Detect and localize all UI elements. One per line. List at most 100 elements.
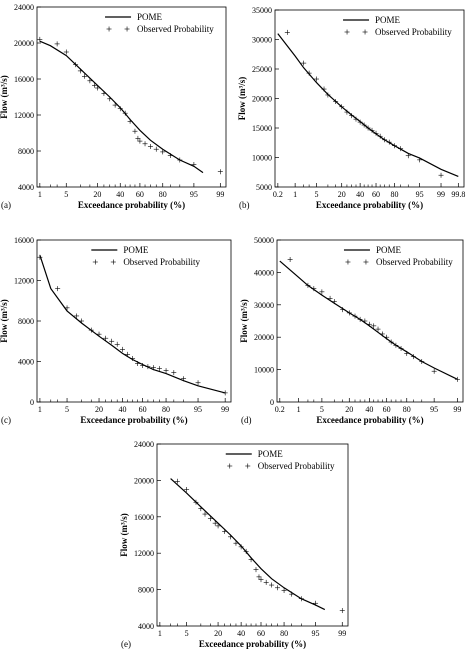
observed-point	[438, 172, 444, 178]
observed-point	[135, 361, 141, 367]
x-tick-label: 60	[136, 190, 144, 199]
observed-point	[238, 544, 244, 550]
y-tick-label: 12000	[14, 111, 34, 120]
y-axis-title: Flow (m³/s)	[239, 299, 249, 342]
y-tick-label: 4000	[18, 183, 34, 192]
y-axis-title: Flow (m³/s)	[0, 299, 9, 342]
observed-point	[258, 577, 264, 583]
observed-point	[119, 346, 125, 352]
x-tick-label: 20	[338, 190, 346, 199]
pome-curve	[277, 33, 459, 177]
x-tick-label: 5	[64, 190, 68, 199]
x-tick-label: 60	[257, 629, 265, 638]
observed-point	[417, 157, 423, 163]
observed-point	[184, 487, 190, 492]
observed-point	[88, 327, 94, 333]
observed-point	[145, 364, 151, 370]
observed-point	[340, 307, 346, 313]
observed-point	[366, 321, 372, 327]
panel-label: (e)	[121, 639, 131, 649]
chart-panel-1: 1 5 20 40 60 80 95 99 4000 8000 12000 16000 20000 240…	[0, 3, 227, 210]
observed-point	[311, 286, 317, 292]
y-tick-label: 16000	[134, 513, 154, 522]
panel-label: (a)	[1, 200, 11, 210]
legend-label-pome: POME	[137, 12, 163, 22]
y-tick-label: 8000	[18, 147, 34, 156]
observed-point	[289, 591, 295, 597]
observed-point	[393, 342, 399, 348]
x-tick-label: 99	[453, 405, 461, 414]
observed-point	[253, 567, 259, 573]
observed-point	[284, 29, 290, 35]
observed-point	[333, 98, 339, 104]
observed-point	[127, 118, 133, 124]
observed-point	[125, 351, 131, 357]
x-tick-label: 20	[93, 190, 101, 199]
x-tick-label: 99	[338, 629, 346, 638]
y-tick-label: 8000	[18, 317, 34, 326]
observed-point	[171, 370, 177, 376]
observed-point	[112, 102, 118, 108]
observed-point	[150, 365, 156, 371]
legend-label-pome: POME	[376, 245, 402, 255]
observed-point	[388, 339, 394, 345]
x-tick-label: 80	[162, 405, 170, 414]
x-tick-label: 80	[280, 629, 288, 638]
y-axis-title: Flow (m³/s)	[0, 75, 9, 118]
observed-point	[132, 128, 138, 134]
chart-panel-2: 0.2 1 5 20 40 60 80 95 99 99.8 5000 10000 15000 20000…	[237, 6, 465, 210]
observed-point	[92, 82, 98, 88]
observed-point	[63, 49, 69, 55]
observed-point	[431, 368, 437, 374]
observed-point	[54, 41, 60, 47]
observed-point	[207, 516, 213, 522]
panel-label: (c)	[1, 415, 11, 425]
y-tick-label: 20000	[134, 476, 154, 485]
x-tick-label: 0.2	[273, 190, 283, 199]
observed-point	[301, 60, 307, 66]
x-axis-title: Exceedance probability (%)	[199, 639, 306, 649]
pome-curve	[170, 478, 326, 611]
y-tick-label: 10000	[252, 154, 272, 163]
x-tick-label: 60	[139, 405, 147, 414]
y-axis-title: Flow (m³/s)	[237, 77, 247, 120]
observed-point	[379, 331, 385, 337]
x-axis-title: Exceedance probability (%)	[316, 415, 423, 425]
observed-point	[140, 363, 146, 369]
observed-point	[177, 157, 183, 163]
x-tick-label: 5	[315, 190, 319, 199]
observed-point	[94, 85, 100, 91]
observed-point	[256, 574, 262, 580]
x-tick-label: 5	[185, 629, 189, 638]
y-tick-label: 8000	[138, 586, 154, 595]
chart-panel-3: 1 5 20 40 60 80 95 99 0 4000 8000 12000 16000 Exceeda…	[0, 236, 232, 425]
observed-point	[198, 506, 204, 512]
x-tick-label: 80	[390, 190, 398, 199]
observed-point	[37, 254, 43, 260]
observed-point	[156, 366, 162, 372]
observed-point	[346, 310, 352, 316]
observed-point	[386, 139, 392, 145]
observed-point	[137, 138, 143, 144]
x-axis-title: Exceedance probability (%)	[80, 415, 187, 425]
observed-point	[353, 116, 359, 122]
x-tick-label: 1	[38, 405, 42, 414]
y-tick-label: 16000	[14, 236, 34, 245]
legend-label-pome: POME	[258, 449, 284, 459]
x-tick-label: 5	[65, 405, 69, 414]
y-tick-label: 4000	[138, 622, 154, 631]
x-tick-label: 95	[194, 405, 202, 414]
observed-point	[331, 299, 337, 305]
y-tick-label: 12000	[14, 277, 34, 286]
x-tick-label: 60	[383, 405, 391, 414]
x-tick-label: 40	[237, 629, 245, 638]
x-tick-label: 80	[403, 405, 411, 414]
y-tick-label: 5000	[256, 183, 272, 192]
pome-curve	[39, 40, 204, 174]
observed-point	[454, 376, 460, 382]
observed-point	[181, 376, 187, 382]
observed-point	[339, 104, 345, 110]
observed-point	[103, 335, 109, 341]
legend-label-pome: POME	[123, 245, 149, 255]
observed-point	[398, 346, 404, 352]
